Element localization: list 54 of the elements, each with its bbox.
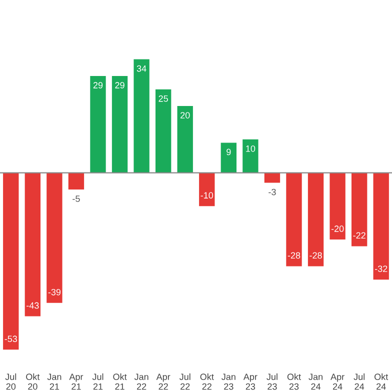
data-label: -22 (353, 232, 366, 239)
x-tick-label: Okt 20 (26, 373, 40, 390)
x-tick-label: Apr 22 (156, 374, 170, 390)
x-tick-label: Okt 21 (113, 373, 127, 390)
x-tick-label: Okt 24 (374, 373, 388, 390)
bar (134, 59, 150, 173)
x-tick-label: Jul 24 (354, 373, 364, 390)
bar (24, 172, 41, 316)
bar (46, 172, 62, 303)
bar (351, 172, 368, 246)
x-tick-label: Jul 22 (179, 373, 190, 390)
x-tick-label: Apr 21 (69, 374, 84, 390)
bar (112, 76, 128, 173)
x-tick-label: Jul 20 (5, 373, 16, 390)
x-tick-label: Okt 23 (287, 373, 301, 390)
bar (68, 172, 84, 190)
bar (155, 89, 172, 173)
data-label: -5 (72, 196, 80, 202)
data-label: 10 (246, 145, 256, 152)
x-tick-label: Apr 24 (330, 374, 344, 390)
bar (177, 106, 193, 173)
x-tick-label: Apr 23 (243, 374, 258, 390)
bar (242, 139, 258, 173)
data-label: 34 (136, 65, 146, 72)
data-label: -3 (268, 188, 276, 196)
x-tick-label: Jul 23 (266, 373, 278, 390)
data-label: 29 (115, 82, 124, 88)
bar (264, 172, 280, 183)
data-label: 25 (158, 95, 168, 102)
bar (199, 172, 215, 206)
data-label: -53 (4, 336, 18, 342)
data-label: -43 (26, 302, 39, 309)
data-label: -10 (200, 192, 214, 199)
x-tick-label: Jan 21 (47, 374, 62, 390)
x-tick-label: Jul 21 (92, 373, 104, 390)
x-tick-label: Jan 24 (308, 374, 322, 390)
bar (3, 172, 19, 350)
data-label: -28 (310, 252, 322, 259)
bar (286, 172, 302, 266)
x-tick-label: Jan 22 (134, 374, 148, 390)
bar (373, 172, 389, 280)
bar (90, 76, 106, 173)
data-label: 9 (226, 148, 231, 156)
bar (330, 172, 346, 240)
data-label: 20 (180, 112, 190, 118)
data-label: -32 (374, 266, 388, 272)
bar (308, 172, 324, 266)
data-label: -20 (331, 226, 344, 232)
data-label: -39 (48, 288, 61, 296)
data-label: 29 (93, 82, 103, 88)
x-tick-label: Jan 23 (222, 374, 236, 390)
data-label: -28 (288, 252, 300, 259)
bar (220, 142, 237, 173)
x-tick-label: Okt 22 (200, 373, 214, 390)
